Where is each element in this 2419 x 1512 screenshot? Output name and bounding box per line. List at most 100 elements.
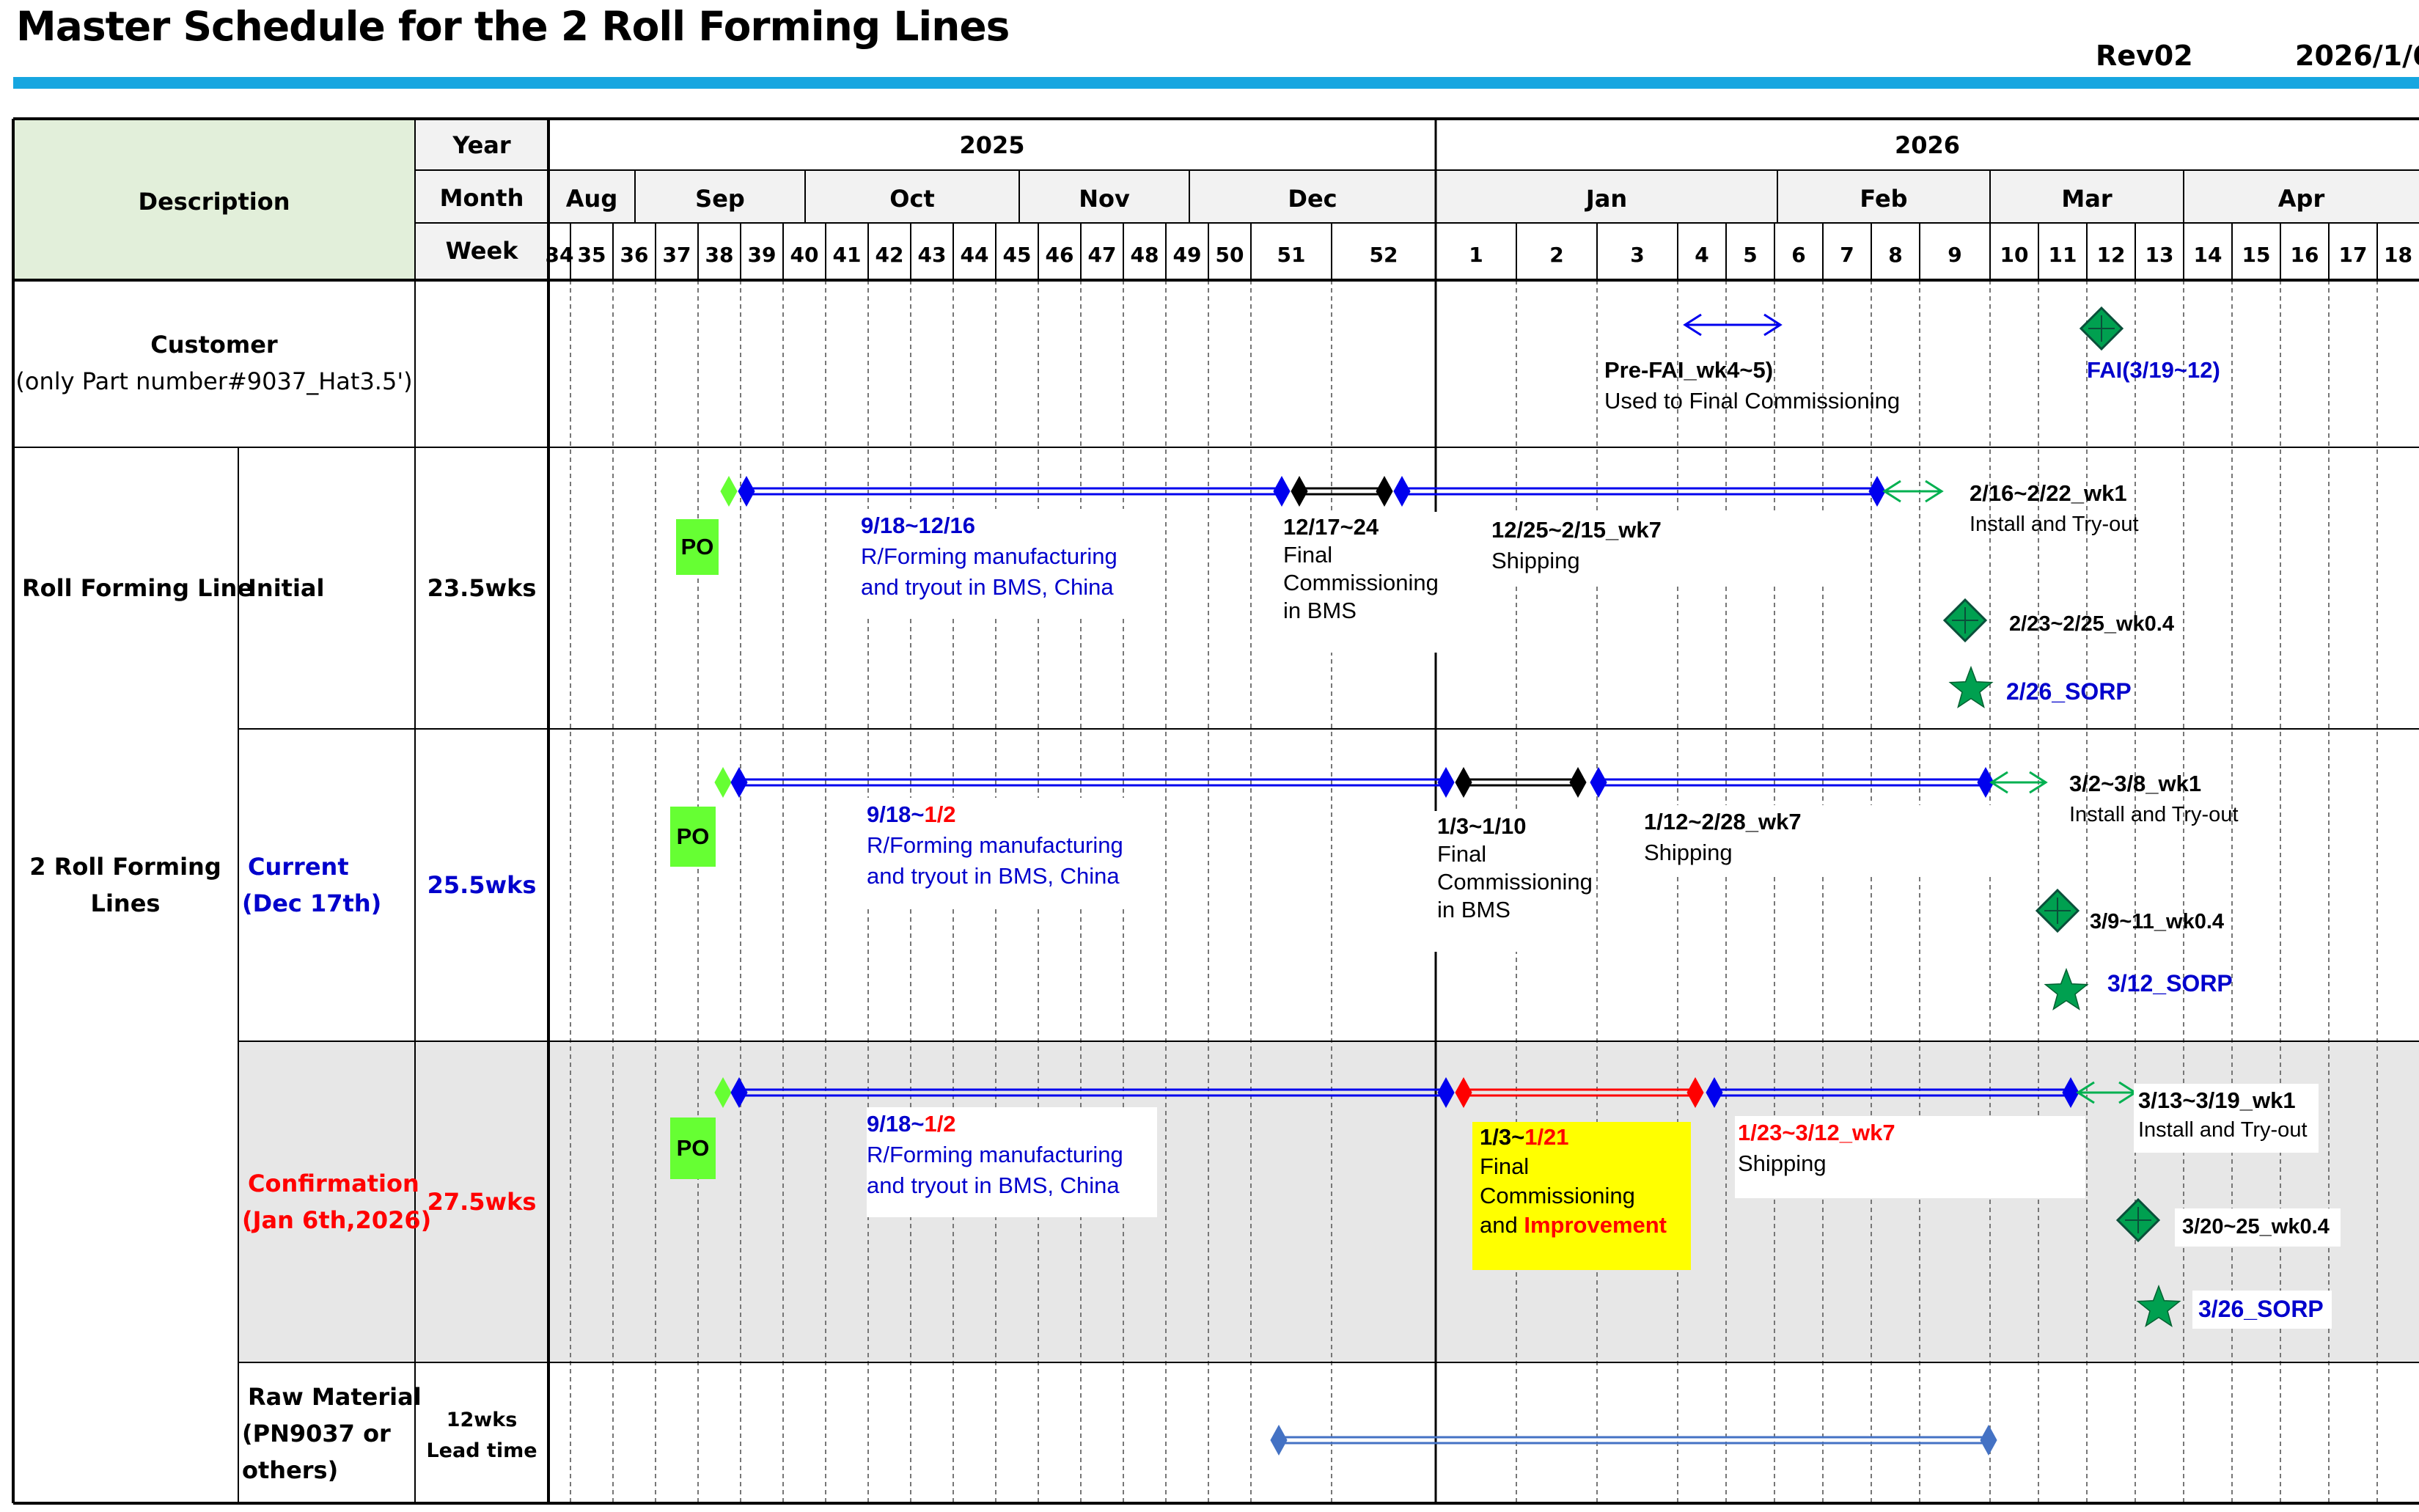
timeline-bars: [714, 306, 2181, 1456]
raw-material-label-2: (PN9037 or: [242, 1420, 391, 1447]
initial-fc-start: [1291, 475, 1308, 507]
raw-material-duration-2: Lead time: [426, 1439, 537, 1462]
initial-fc-line-3: in BMS: [1283, 598, 1357, 623]
initial-duration: 23.5wks: [427, 574, 537, 602]
week-label: 11: [2049, 243, 2077, 267]
current-fc-start: [1455, 766, 1472, 799]
confirmation-po-diamond: [714, 1076, 732, 1109]
initial-mfg-end: [1273, 475, 1291, 507]
confirmation-mfg-date-start: 9/18~: [867, 1111, 925, 1137]
current-mfg-date-end: 1/2: [924, 801, 956, 827]
current-label-1: Current: [248, 853, 349, 881]
initial-ship-end: [1868, 475, 1886, 507]
confirmation-fc-box: 1/3~1/21 Final Commissioning and Improve…: [1472, 1122, 1691, 1270]
week-label: 9: [1948, 243, 1961, 267]
month-label: Sep: [695, 185, 745, 213]
week-label: 7: [1840, 243, 1854, 267]
initial-install-label: Install and Try-out: [1970, 513, 2139, 536]
current-mfg-date: 9/18~1/2: [867, 799, 956, 830]
month-label: Nov: [1079, 185, 1130, 213]
initial-label: Initial: [248, 574, 325, 602]
week-label: 18: [2384, 243, 2412, 267]
week-label: 3: [1630, 243, 1644, 267]
initial-mfg-date: 9/18~12/16: [861, 513, 976, 538]
week-label: 15: [2242, 243, 2271, 267]
current-ship-start: [1590, 766, 1607, 799]
initial-mfg-line-2: and tryout in BMS, China: [861, 574, 1114, 600]
month-label: Jan: [1585, 185, 1627, 213]
week-label: 6: [1791, 243, 1805, 267]
initial-ship-label: Shipping: [1491, 548, 1580, 573]
current-install-arrow: [2029, 771, 2048, 794]
current-fc-end: [1569, 766, 1587, 799]
week-label: 5: [1743, 243, 1757, 267]
confirmation-fc-line-3-end: Improvement: [1524, 1212, 1667, 1238]
customer-prefai-arrow: [1763, 313, 1783, 337]
week-label: 43: [918, 243, 947, 267]
month-header: Month: [439, 184, 524, 212]
description-header: Description: [138, 188, 290, 216]
current-install-date: 3/2~3/8_wk1: [2069, 771, 2202, 796]
month-label: Mar: [2061, 185, 2112, 213]
week-label: 1: [1469, 243, 1483, 267]
month-label: Dec: [1288, 185, 1337, 213]
year-header: Year: [452, 131, 511, 159]
week-label: 10: [2000, 243, 2029, 267]
current-mfg-box: 9/18~1/2 R/Forming manufacturing and try…: [862, 798, 1156, 908]
header-accent-bar: [13, 77, 2419, 89]
week-label: 40: [790, 243, 819, 267]
week-label: 47: [1088, 243, 1117, 267]
schedule-date: 2026/1/6: [2295, 40, 2419, 72]
week-label: 37: [663, 243, 691, 267]
revision-label: Rev02: [2096, 40, 2193, 72]
initial-sorp-label: 2/26_SORP: [2006, 678, 2132, 705]
initial-fc-end: [1376, 475, 1393, 507]
confirmation-mfg-line-1: R/Forming manufacturing: [867, 1142, 1123, 1167]
initial-fc-box: 12/17~24 Final Commissioning in BMS: [1280, 512, 1439, 653]
week-label: 51: [1277, 243, 1306, 267]
week-label: 38: [705, 243, 734, 267]
label-header-cells: [415, 119, 548, 280]
year-2025: 2025: [959, 131, 1025, 159]
confirmation-mfg-end: [1437, 1076, 1455, 1109]
roll-forming-line-label: Roll Forming Line: [22, 574, 254, 602]
current-mfg-date-start: 9/18~: [867, 801, 925, 827]
initial-install-date: 2/16~2/22_wk1: [1970, 480, 2127, 506]
current-sorp-label: 3/12_SORP: [2107, 970, 2233, 997]
confirmation-mfg-box: 9/18~1/2 R/Forming manufacturing and try…: [867, 1107, 1157, 1217]
current-po-badge: PO: [670, 807, 716, 867]
week-label: 48: [1131, 243, 1159, 267]
week-label: 49: [1173, 243, 1202, 267]
week-label: 35: [578, 243, 606, 267]
current-check-label: 3/9~11_wk0.4: [2090, 910, 2225, 933]
initial-ship-box: 12/25~2/15_wk7 Shipping: [1489, 513, 1862, 584]
current-ship-date: 1/12~2/28_wk7: [1644, 809, 1802, 834]
confirmation-label-2: (Jan 6th,2026): [242, 1206, 432, 1234]
confirmation-fc-line-3-start: and: [1480, 1212, 1524, 1238]
confirmation-fc-end: [1686, 1076, 1704, 1109]
initial-ship-start: [1393, 475, 1411, 507]
raw-material-label-3: others): [242, 1456, 339, 1484]
week-label: 13: [2145, 243, 2174, 267]
month-label: Apr: [2278, 185, 2325, 213]
current-label-2: (Dec 17th): [242, 889, 382, 917]
confirmation-mfg-line-2: and tryout in BMS, China: [867, 1172, 1120, 1198]
week-label: 16: [2291, 243, 2319, 267]
week-label: 12: [2097, 243, 2126, 267]
confirmation-fc-date-start: 1/3~: [1480, 1124, 1525, 1150]
initial-fc-date: 12/17~24: [1283, 514, 1379, 540]
current-fc-box: 1/3~1/10 Final Commissioning in BMS: [1434, 811, 1593, 952]
current-fc-date: 1/3~1/10: [1437, 813, 1527, 839]
week-header: Week: [445, 237, 518, 265]
confirmation-install-date: 3/13~3/19_wk1: [2138, 1087, 2296, 1113]
confirmation-install-box: 3/13~3/19_wk1 Install and Try-out: [2134, 1084, 2319, 1153]
confirmation-fc-line-3: and Improvement: [1480, 1210, 1667, 1241]
current-fc-line-2: Commissioning: [1437, 869, 1593, 895]
initial-check-label: 2/23~2/25_wk0.4: [2009, 612, 2174, 636]
confirmation-install-arrow: [2076, 1081, 2095, 1104]
week-label: 4: [1695, 243, 1708, 267]
two-roll-forming-lines-label-1: 2 Roll Forming: [29, 853, 221, 881]
customer-sublabel: (only Part number#9037_Hat3.5'): [15, 367, 413, 395]
week-label: 2: [1549, 243, 1563, 267]
current-install-arrow: [1989, 771, 2008, 794]
